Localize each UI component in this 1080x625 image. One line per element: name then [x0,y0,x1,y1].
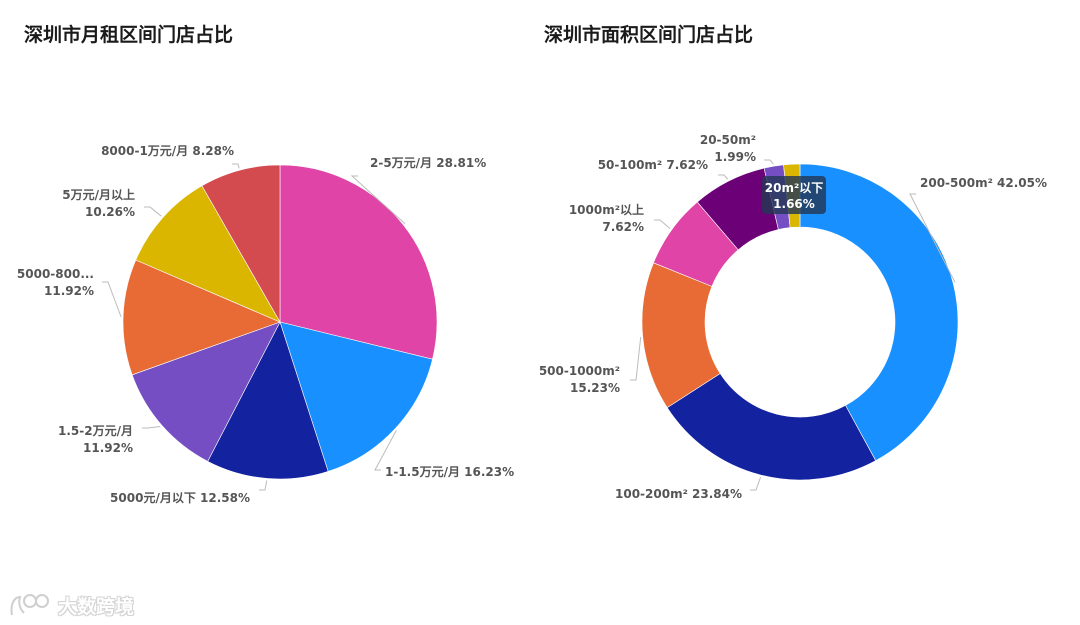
rent-leader-line-2 [259,480,268,491]
area-data-label-name-2: 500-1000m² [540,364,620,378]
watermark: 大数跨境 [8,591,134,619]
rent-slice-4[interactable] [122,259,281,376]
rent-leader-line-0 [350,175,406,225]
area-leader-line-2 [630,337,642,381]
rent-data-label-name-4: 5000-800... [17,267,94,281]
area-leader-line-4 [718,174,729,180]
rent-slice-6[interactable] [201,164,281,324]
rent-slice-1[interactable] [279,321,433,472]
area-data-label-value-3: 7.62% [602,220,644,234]
area-donut-chart: 200-500m² 42.05% 100-200m² 23.84% 500-1000… [540,133,1047,501]
area-chart-title: 深圳市面积区间门店占比 [544,24,754,46]
area-data-label-name-5: 20-50m² [700,133,756,147]
area-data-label-4: 50-100m² 7.62% [598,158,708,172]
rent-leader-line-6 [232,163,240,169]
area-data-label-value-5: 1.99% [714,150,756,164]
rent-slice-5[interactable] [135,185,281,323]
area-chart-panel: 深圳市面积区间门店占比 200-500m² 42.05% 100-200m² 23… [540,0,1080,625]
rent-pie-chart: 2-5万元/月 28.81% 1-1.5万元/月 16.23% 5000元/月以下 … [17,144,514,505]
rent-chart-panel: 深圳市月租区间门店占比 2-5万元/月 28.81% 1-1.5万元/月 16.2… [17,24,514,505]
rent-chart-title: 深圳市月租区间门店占比 [24,24,234,46]
brand-logo-icon [10,594,49,616]
area-data-label-0: 200-500m² 42.05% [920,176,1047,190]
rent-slice-0[interactable] [279,164,438,360]
area-tooltip-box [762,176,826,214]
area-slice-1[interactable] [666,373,877,481]
rent-data-label-name-3: 1.5-2万元/月 [58,424,133,438]
rent-data-label-name-5: 5万元/月以上 [62,187,135,202]
rent-data-label-1: 1-1.5万元/月 16.23% [385,465,514,479]
rent-data-label-value-4: 11.92% [44,284,94,298]
rent-leader-line-1 [374,430,397,471]
area-data-label-name-3: 1000m²以上 [569,202,644,217]
area-leader-line-0 [909,193,956,283]
area-data-label-value-2: 15.23% [570,381,620,395]
area-tooltip: 20m²以下 1.66% [762,176,826,214]
rent-leader-line-5 [144,206,162,217]
area-data-label-1: 100-200m² 23.84% [615,487,742,501]
area-leader-line-1 [750,476,762,491]
area-tooltip-name: 20m²以下 [765,181,823,195]
watermark-text: 大数跨境 [58,595,135,618]
rent-data-label-6: 8000-1万元/月 8.28% [101,144,234,158]
rent-leader-line-4 [102,281,122,318]
area-leader-line-5 [764,159,774,165]
rent-data-label-2: 5000元/月以下 12.58% [110,491,250,505]
rent-leader-line-3 [142,426,161,429]
rent-data-label-value-3: 11.92% [83,441,133,455]
rent-slice-3[interactable] [131,321,281,462]
area-tooltip-value: 1.66% [773,197,815,211]
area-leader-line-3 [654,219,671,229]
rent-data-label-value-5: 10.26% [85,205,135,219]
area-slice-0[interactable] [799,163,959,462]
rent-data-label-0: 2-5万元/月 28.81% [370,156,486,170]
rent-slice-2[interactable] [207,321,329,480]
